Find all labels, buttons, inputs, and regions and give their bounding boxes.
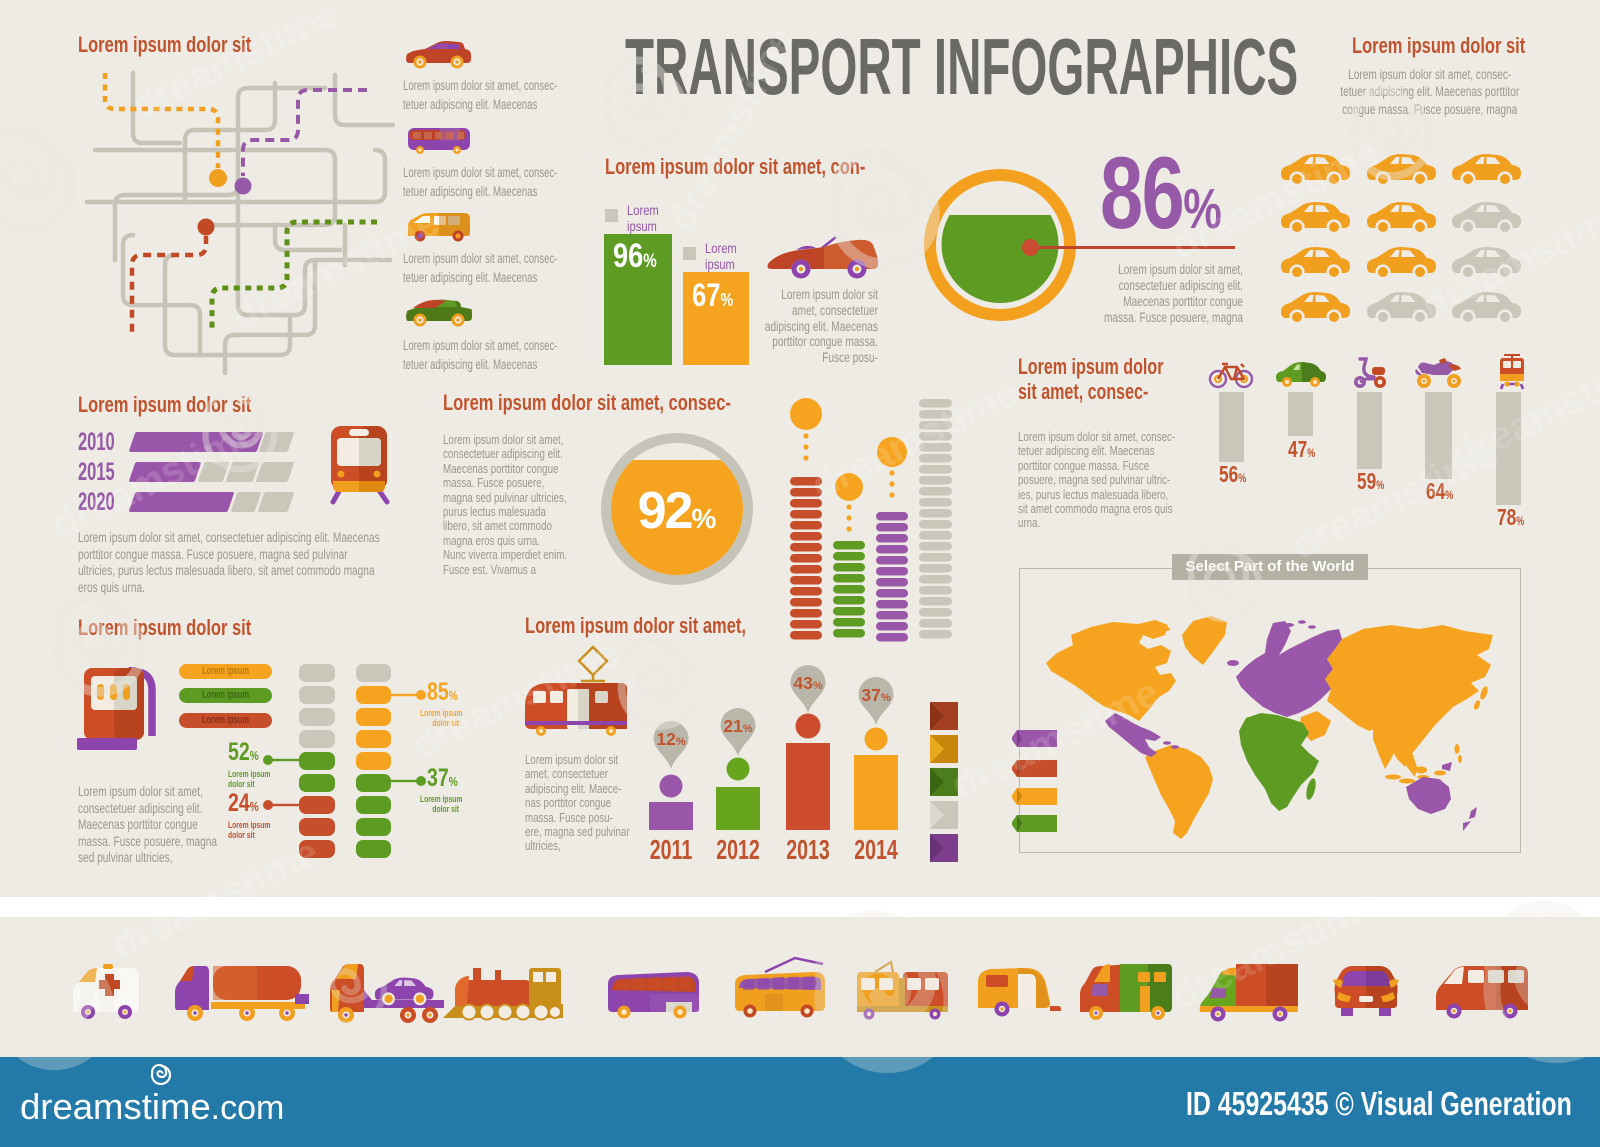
svg-text:2011: 2011 — [650, 835, 693, 866]
svg-text:2013: 2013 — [786, 835, 830, 866]
svg-text:2014: 2014 — [854, 835, 898, 866]
svg-text:dreamstime: dreamstime — [1285, 430, 1506, 568]
svg-text:2012: 2012 — [716, 835, 760, 866]
